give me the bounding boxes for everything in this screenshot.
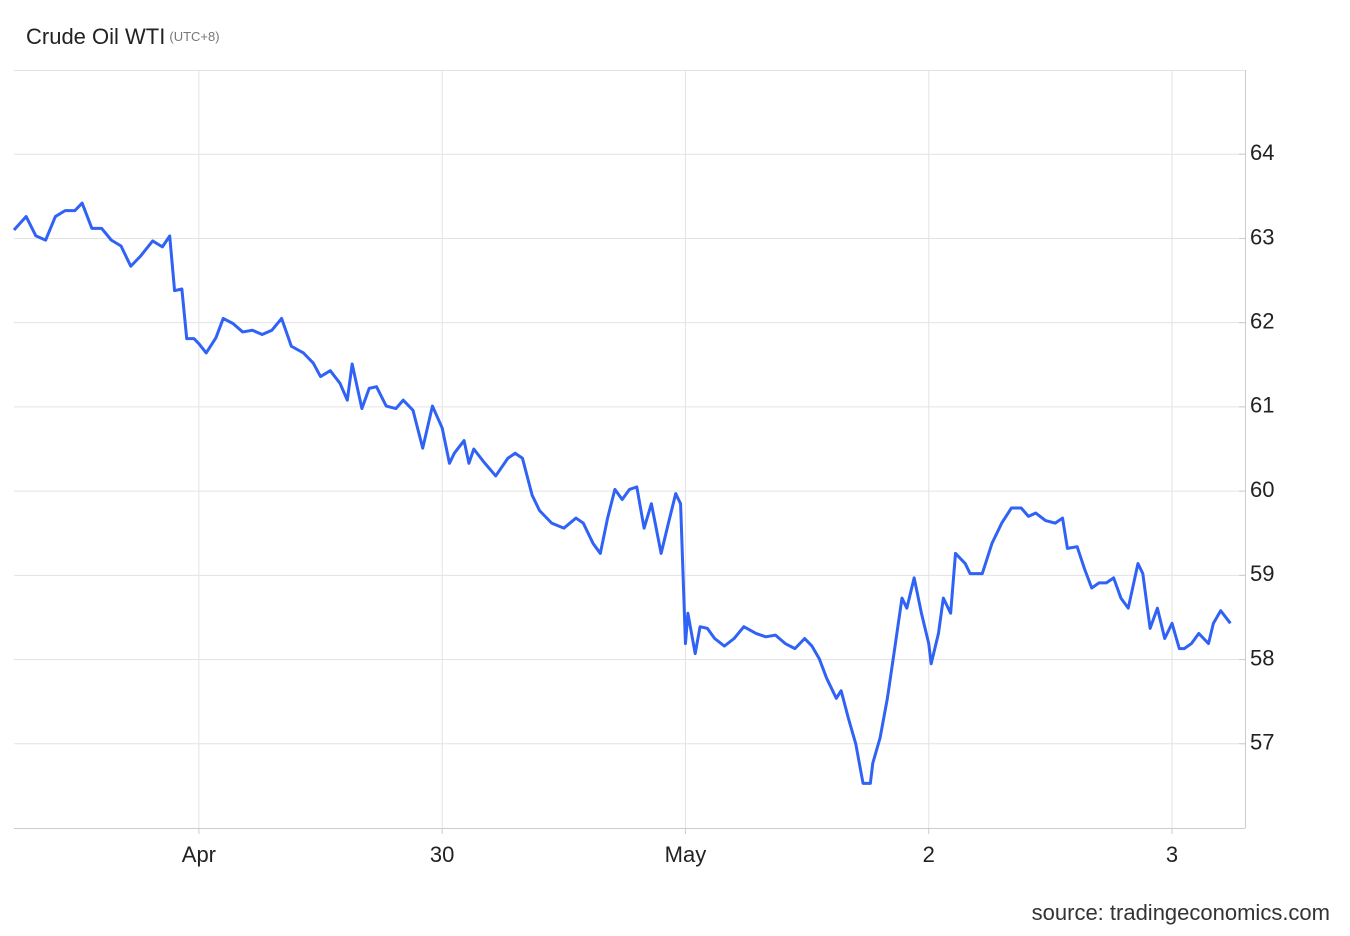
y-tick-label: 64 bbox=[1250, 140, 1274, 165]
y-tick-label: 60 bbox=[1250, 477, 1274, 502]
x-tick-label: May bbox=[665, 842, 707, 867]
y-tick-label: 61 bbox=[1250, 393, 1274, 418]
y-tick-label: 58 bbox=[1250, 645, 1274, 670]
subtitle: (UTC+8) bbox=[169, 29, 219, 44]
x-tick-label: Apr bbox=[182, 842, 216, 867]
y-tick-label: 59 bbox=[1250, 561, 1274, 586]
x-tick-label: 2 bbox=[923, 842, 935, 867]
chart-title: Crude Oil WTI (UTC+8) bbox=[26, 24, 220, 49]
x-tick-label: 3 bbox=[1166, 842, 1178, 867]
y-tick-label: 57 bbox=[1250, 730, 1274, 755]
source: source: tradingeconomics.com bbox=[1032, 900, 1330, 925]
price-line bbox=[12, 201, 1232, 785]
x-tick-label: 30 bbox=[430, 842, 454, 867]
title: Crude Oil WTI bbox=[26, 24, 165, 49]
y-tick-label: 63 bbox=[1250, 224, 1274, 249]
y-tick-label: 62 bbox=[1250, 308, 1274, 333]
